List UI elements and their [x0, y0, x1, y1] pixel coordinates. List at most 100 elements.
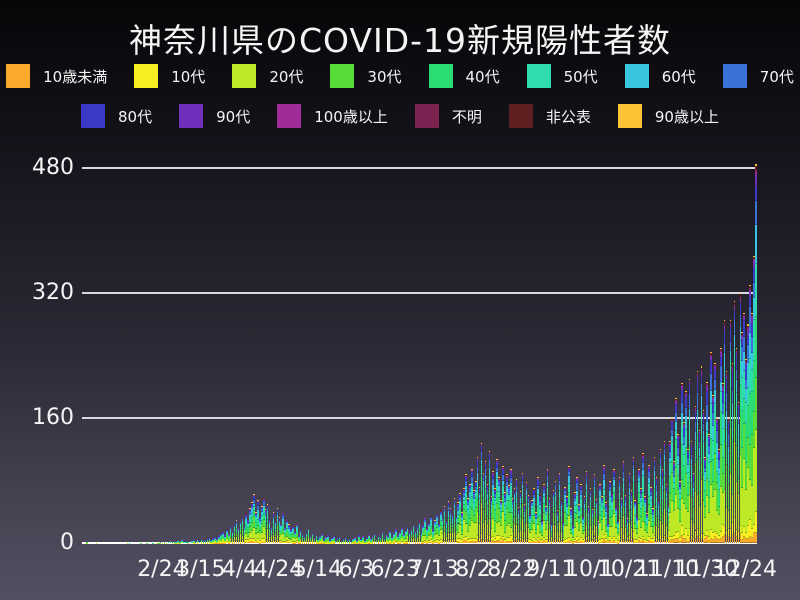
bar-segment: [659, 454, 662, 459]
bar-segment: [327, 535, 329, 537]
bar-segment: [727, 453, 730, 467]
bar-segment: [735, 351, 738, 353]
bar: [340, 541, 343, 543]
bar-segment: [712, 395, 714, 397]
bar: [311, 533, 314, 543]
bar: [527, 494, 530, 543]
bar-segment: [566, 497, 568, 500]
bar-segment: [622, 540, 625, 543]
bar-segment: [239, 527, 242, 530]
bar-segment: [743, 315, 745, 317]
bar-segment: [321, 535, 323, 538]
bar-segment: [259, 541, 261, 543]
bar: [578, 503, 580, 543]
bar-segment: [720, 349, 722, 350]
bar-segment: [745, 366, 747, 381]
bar-segment: [755, 166, 757, 170]
legend-item: 70代: [722, 64, 794, 88]
bar-segment: [753, 257, 755, 260]
bar-segment: [486, 540, 489, 543]
bar: [673, 460, 675, 543]
bar-segment: [702, 442, 705, 460]
bar-segment: [648, 496, 650, 505]
bar-segment: [247, 532, 249, 537]
bar: [581, 515, 584, 543]
bar-segment: [513, 541, 516, 543]
bar-segment: [290, 536, 292, 540]
bar-segment: [272, 535, 275, 540]
bar-segment: [508, 501, 510, 513]
bar-segment: [659, 451, 662, 455]
bar-segment: [500, 538, 502, 542]
bar-segment: [406, 527, 409, 530]
bar-segment: [572, 529, 574, 531]
bar-segment: [636, 542, 638, 543]
bar-segment: [702, 475, 705, 501]
bar-segment: [262, 513, 265, 521]
bar-segment: [539, 532, 541, 540]
bar-segment: [397, 542, 399, 543]
bar-segment: [513, 489, 516, 491]
bar: [599, 483, 601, 543]
bar-segment: [482, 477, 485, 481]
bar-segment: [603, 466, 605, 468]
bar-segment: [636, 533, 638, 541]
bar: [663, 441, 666, 543]
bar-segment: [500, 501, 502, 504]
bar-segment: [615, 509, 617, 511]
bar-segment: [702, 500, 705, 535]
bar-segment: [667, 505, 670, 507]
bar-segment: [494, 501, 496, 511]
bar: [721, 382, 724, 543]
bar-segment: [712, 532, 714, 540]
bar-segment: [653, 524, 656, 537]
bar-segment: [214, 538, 216, 540]
bar-segment: [690, 540, 693, 543]
legend-label: 10代: [171, 67, 206, 86]
bar-segment: [644, 500, 646, 503]
bar-segment: [414, 532, 417, 534]
bar-segment: [706, 496, 708, 531]
bar-segment: [319, 538, 321, 540]
bar-segment: [348, 541, 351, 543]
bar: [655, 476, 658, 543]
bar: [286, 519, 288, 543]
bar-segment: [533, 541, 535, 543]
bar-segment: [366, 541, 368, 543]
legend-swatch: [508, 104, 533, 128]
bar-segment: [508, 524, 510, 539]
bar-segment: [286, 528, 288, 532]
bar-segment: [531, 501, 533, 503]
bar-segment: [624, 502, 627, 507]
bar-segment: [741, 539, 743, 543]
bar-segment: [288, 532, 290, 536]
bar-segment: [255, 528, 257, 535]
bar-segment: [338, 537, 341, 539]
bar-segment: [515, 525, 518, 537]
bar-segment: [488, 541, 491, 543]
bar-segment: [539, 500, 541, 505]
bar-segment: [630, 505, 633, 511]
bar-segment: [718, 449, 720, 451]
bar-segment: [723, 326, 726, 333]
bar-segment: [494, 538, 496, 542]
bar-segment: [710, 539, 712, 543]
bar-segment: [196, 541, 199, 543]
bar-segment: [251, 531, 253, 539]
bar-segment: [509, 536, 512, 542]
bar-segment: [245, 541, 248, 543]
bar-segment: [686, 483, 689, 497]
bar-segment: [663, 490, 666, 509]
bar-segment: [541, 532, 543, 536]
bar-segment: [657, 501, 660, 504]
bar-segment: [679, 521, 681, 539]
bar-segment: [618, 483, 621, 487]
bar: [247, 520, 249, 543]
bar-segment: [430, 516, 432, 517]
bar-segment: [692, 473, 695, 475]
bar-segment: [651, 509, 654, 510]
bar-segment: [657, 516, 660, 520]
bar-segment: [206, 540, 209, 542]
bar-segment: [436, 518, 438, 522]
